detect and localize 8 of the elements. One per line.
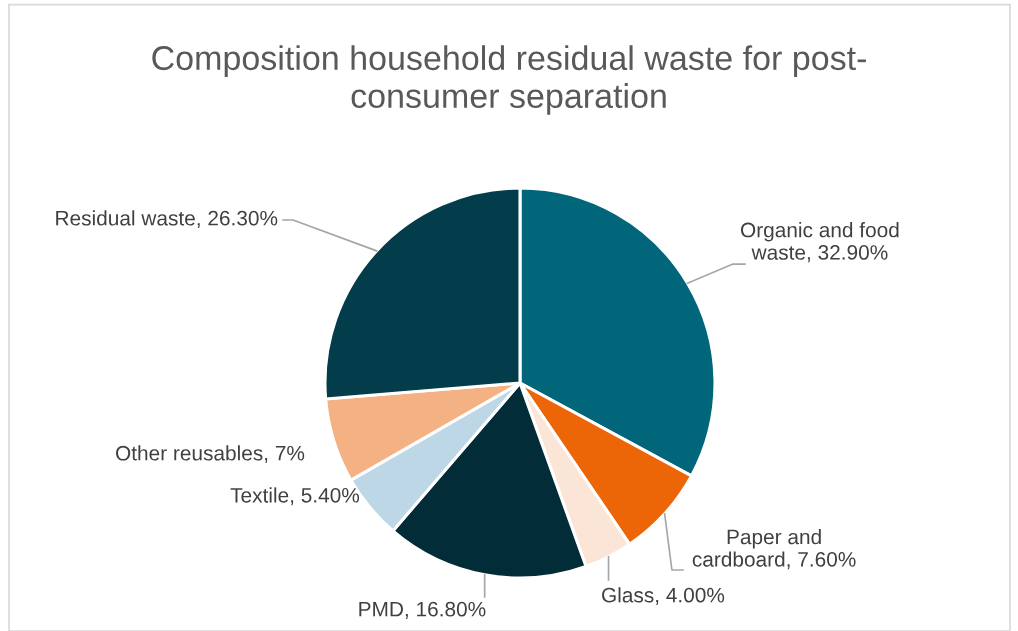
- slice-label: Glass, 4.00%: [602, 587, 725, 605]
- slice-label: Residual waste, 26.30%: [56, 210, 278, 229]
- slice-label: Organic and food waste, 32.90%: [740, 222, 899, 263]
- slice-label: Textile, 5.40%: [230, 487, 360, 506]
- slice-label: Other reusables, 7%: [116, 445, 305, 464]
- slice-label: PMD, 16.80%: [359, 601, 486, 620]
- chart-title: Composition household residual waste for post-consumer separation: [152, 45, 866, 115]
- slice-label: Paper and cardboard, 7.60%: [692, 528, 856, 570]
